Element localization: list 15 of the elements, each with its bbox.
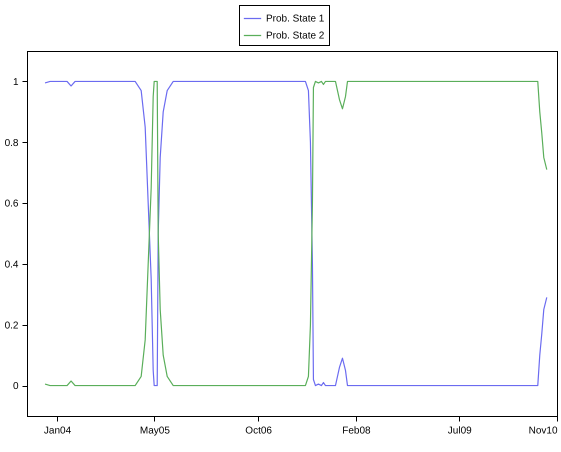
x-tick-label: Nov10 <box>528 426 558 436</box>
x-tick-label: Feb08 <box>342 426 372 436</box>
legend-label: Prob. State 2 <box>266 30 325 42</box>
legend-label: Prob. State 1 <box>266 14 325 24</box>
y-tick-label: 1 <box>12 76 19 88</box>
line-series <box>44 80 548 386</box>
x-tick-label: Jan04 <box>44 426 72 436</box>
y-tick-label: 0 <box>12 381 19 392</box>
y-tick-label: 0.8 <box>4 138 19 149</box>
y-tick-label: 0.2 <box>4 320 19 332</box>
y-tick-label: 0.6 <box>4 198 19 210</box>
y-tick-label: 0.4 <box>4 259 19 270</box>
x-tick-label: May05 <box>140 426 170 436</box>
x-tick-label: Oct06 <box>245 426 272 436</box>
x-tick-label: Jul09 <box>448 426 472 436</box>
